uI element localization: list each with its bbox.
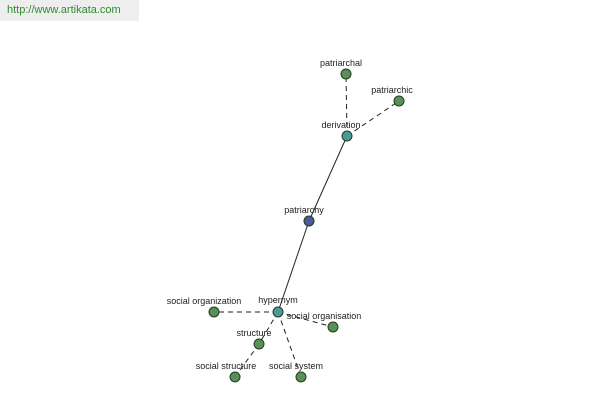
- node-social-structure[interactable]: social structure: [196, 361, 257, 383]
- node-patriarchal[interactable]: patriarchal: [320, 58, 362, 80]
- edge-hypernym-to-structure: [258, 311, 279, 345]
- node-label-structure[interactable]: structure: [236, 328, 271, 338]
- node-structure[interactable]: structure: [236, 328, 272, 350]
- edge-structure-to-social-structure: [234, 343, 260, 378]
- node-marker-patriarchy[interactable]: [303, 215, 315, 227]
- edge-derivation-to-patriarchic: [346, 100, 400, 137]
- node-label-derivation[interactable]: derivation: [321, 120, 360, 130]
- node-marker-patriarchic[interactable]: [393, 95, 405, 107]
- node-marker-structure[interactable]: [253, 338, 265, 350]
- node-label-social-organization[interactable]: social organization: [167, 296, 242, 306]
- url-banner[interactable]: http://www.artikata.com: [0, 0, 139, 21]
- edge-patriarchy-to-derivation: [308, 135, 348, 222]
- node-social-organization[interactable]: social organization: [167, 296, 242, 318]
- node-label-hypernym[interactable]: hypernym: [258, 295, 298, 305]
- edge-hypernym-to-social-system: [277, 311, 302, 378]
- node-marker-patriarchal[interactable]: [340, 68, 352, 80]
- node-patriarchy[interactable]: patriarchy: [284, 205, 324, 227]
- node-label-patriarchal[interactable]: patriarchal: [320, 58, 362, 68]
- node-marker-social-organization[interactable]: [208, 306, 220, 318]
- node-label-patriarchic[interactable]: patriarchic: [371, 85, 413, 95]
- node-marker-social-structure[interactable]: [229, 371, 241, 383]
- node-derivation[interactable]: derivation: [321, 120, 361, 142]
- node-social-organisation[interactable]: social organisation: [287, 311, 362, 333]
- node-social-system[interactable]: social system: [269, 361, 323, 383]
- nodes-layer: patriarchal patriarchic derivation patriarc…: [167, 58, 413, 383]
- edges-layer: [214, 73, 400, 378]
- node-marker-hypernym[interactable]: [272, 306, 284, 318]
- node-hypernym[interactable]: hypernym: [258, 295, 298, 318]
- edge-derivation-to-patriarchal: [345, 73, 348, 137]
- node-patriarchic[interactable]: patriarchic: [371, 85, 413, 107]
- edge-hypernym-to-social-organisation: [277, 311, 334, 328]
- edge-patriarchy-to-hypernym: [277, 220, 310, 313]
- node-label-social-system[interactable]: social system: [269, 361, 323, 371]
- url-text[interactable]: http://www.artikata.com: [7, 4, 121, 16]
- node-marker-social-organisation[interactable]: [327, 321, 339, 333]
- node-marker-social-system[interactable]: [295, 371, 307, 383]
- node-label-social-organisation[interactable]: social organisation: [287, 311, 362, 321]
- node-marker-derivation[interactable]: [341, 130, 353, 142]
- node-label-social-structure[interactable]: social structure: [196, 361, 257, 371]
- node-label-patriarchy[interactable]: patriarchy: [284, 205, 324, 215]
